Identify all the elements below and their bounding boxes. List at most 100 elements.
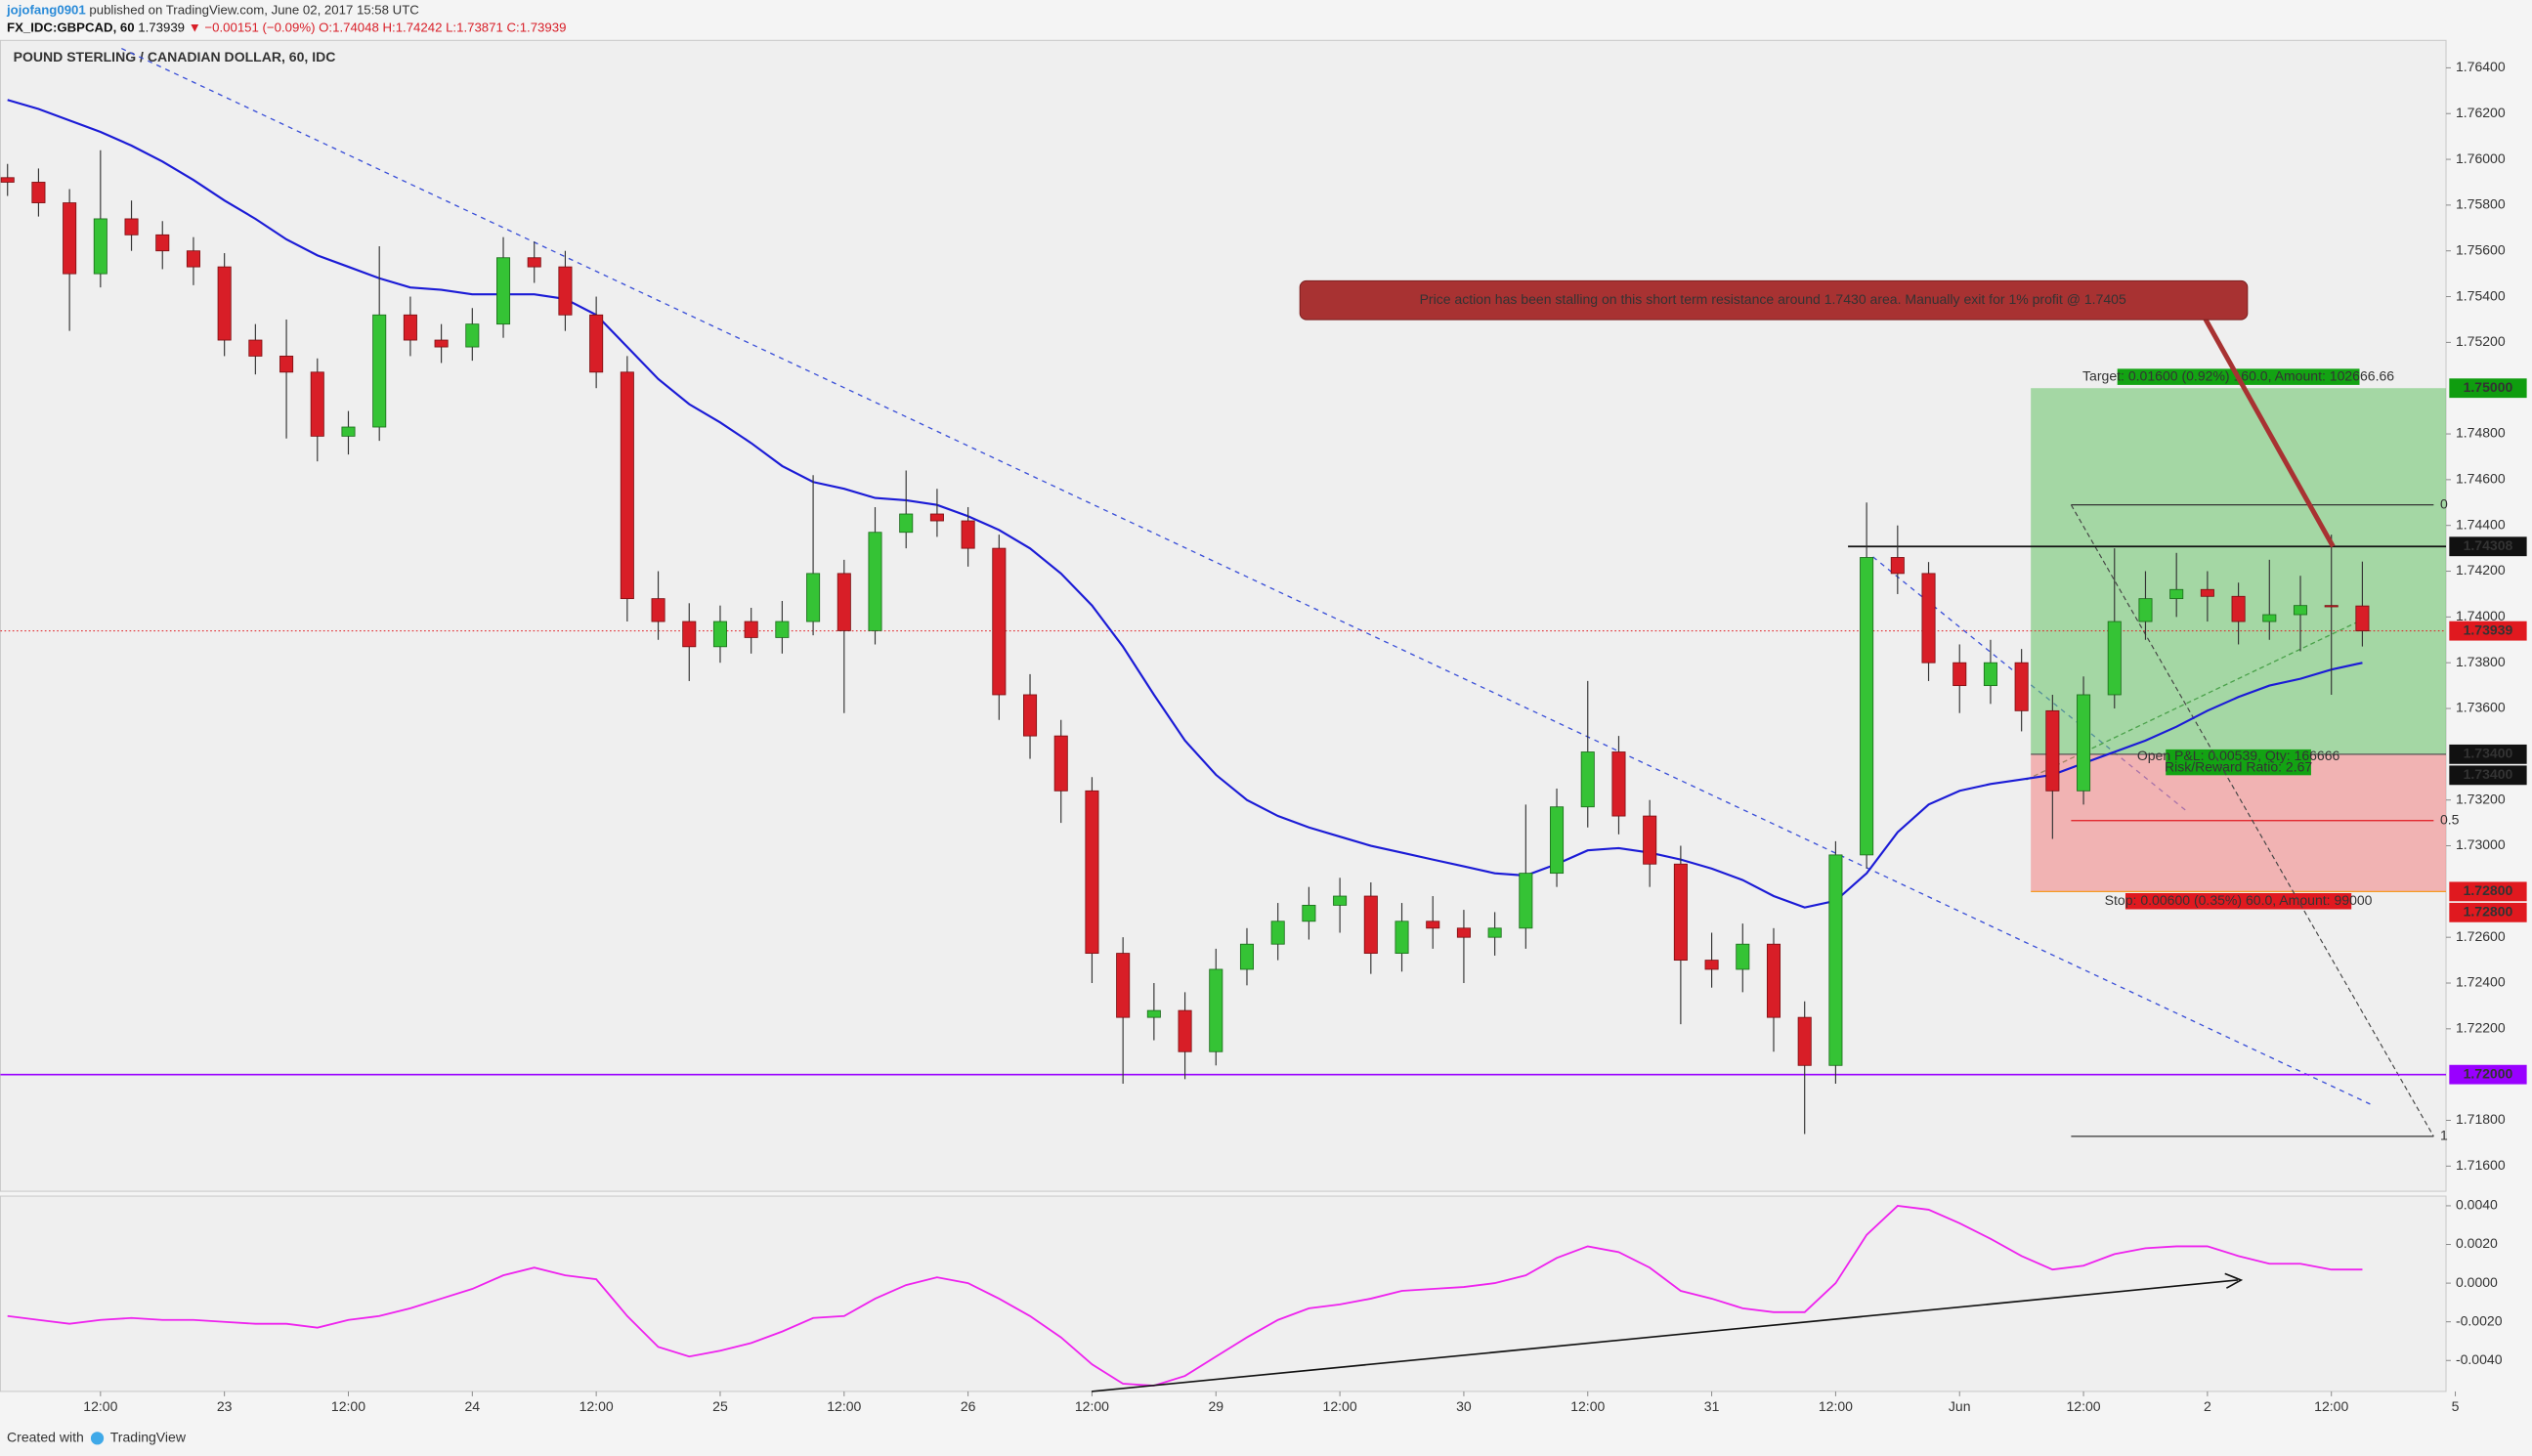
- target-zone: [2031, 388, 2447, 754]
- header-line: jojofang0901 published on TradingView.co…: [6, 3, 419, 18]
- y-tick-label: 1.76000: [2456, 150, 2506, 166]
- fib-diagonal: [2070, 504, 2434, 1137]
- oscillator-line: [7, 1205, 2363, 1387]
- price-label: 1.72000: [2464, 1065, 2513, 1081]
- y-tick-label: 1.76200: [2456, 105, 2506, 120]
- ohlc: O:1.74048 H:1.74242 L:1.73871 C:1.73939: [319, 21, 566, 35]
- candle-body: [1023, 694, 1038, 737]
- candle-body: [248, 339, 263, 357]
- candle-body: [2200, 588, 2214, 597]
- footer-brand[interactable]: TradingView: [110, 1430, 187, 1445]
- price-label-box: [2449, 1064, 2527, 1085]
- last: 1.73939: [138, 21, 185, 35]
- candle-body: [1146, 1009, 1161, 1018]
- price-label: 1.73939: [2464, 621, 2513, 637]
- osc-tick-label: 0.0040: [2456, 1197, 2498, 1213]
- candle-body: [929, 513, 944, 522]
- x-tick-label: 12:00: [827, 1398, 861, 1414]
- candle-body: [682, 621, 697, 648]
- candle-body: [806, 573, 821, 622]
- ema-line: [7, 99, 2363, 909]
- candle-body: [2014, 662, 2029, 711]
- candle-body: [279, 356, 294, 373]
- fib-label: 1: [2440, 1128, 2448, 1143]
- candle-body: [2045, 709, 2060, 792]
- x-tick-label: 31: [1704, 1398, 1720, 1414]
- candle-body: [1178, 1009, 1192, 1052]
- pnl-box: [2166, 749, 2311, 776]
- x-tick-label: 25: [712, 1398, 728, 1414]
- candle-body: [2231, 595, 2246, 622]
- y-tick-label: 1.73000: [2456, 836, 2506, 852]
- candle-body: [1890, 557, 1905, 575]
- x-tick-label: 12:00: [2314, 1398, 2348, 1414]
- fib-label: 0.5: [2440, 811, 2460, 827]
- candle-body: [961, 520, 975, 549]
- candle-body: [620, 371, 634, 600]
- x-tick-label: 2: [2204, 1398, 2211, 1414]
- candle-body: [1426, 921, 1440, 929]
- fib-label: 0: [2440, 495, 2448, 511]
- position-label-box: [2124, 893, 2352, 910]
- candle-body: [992, 547, 1007, 696]
- x-tick-label: 24: [465, 1398, 481, 1414]
- osc-tick-label: -0.0040: [2456, 1351, 2503, 1367]
- price-label: 1.73400: [2464, 746, 2513, 761]
- x-tick-label: 26: [961, 1398, 976, 1414]
- arrow-head: [2224, 1272, 2244, 1289]
- callout-box: [1299, 279, 2249, 321]
- x-tick-label: 12:00: [1819, 1398, 1853, 1414]
- candle-body: [1270, 921, 1285, 945]
- x-tick-label: 29: [1208, 1398, 1223, 1414]
- change: ▼ −0.00151 (−0.09%): [189, 21, 316, 35]
- candle-body: [1921, 573, 1936, 664]
- x-tick-label: 12:00: [1075, 1398, 1109, 1414]
- osc-tick-label: 0.0020: [2456, 1235, 2498, 1251]
- candle-body: [2138, 598, 2153, 622]
- candle-body: [651, 598, 665, 622]
- candle-body: [1580, 751, 1595, 808]
- candle-body: [0, 177, 15, 183]
- x-tick-label: 12:00: [83, 1398, 117, 1414]
- candle-body: [1736, 943, 1750, 970]
- osc-tick-label: 0.0000: [2456, 1274, 2498, 1290]
- candle-body: [1456, 927, 1471, 938]
- y-tick-label: 1.74000: [2456, 608, 2506, 623]
- candle-body: [1766, 943, 1781, 1018]
- candle-body: [712, 621, 727, 648]
- candle-body: [1953, 662, 1967, 687]
- y-tick-label: 1.73800: [2456, 654, 2506, 669]
- chart-title: POUND STERLING / CANADIAN DOLLAR, 60, ID…: [14, 49, 336, 64]
- candle-body: [63, 202, 77, 275]
- candle-body: [837, 573, 851, 631]
- x-tick-label: 12:00: [1570, 1398, 1605, 1414]
- candle-body: [899, 513, 914, 534]
- price-label: 1.73400: [2464, 766, 2513, 782]
- candle-body: [31, 182, 46, 203]
- oscillator-pane: [0, 1195, 2447, 1392]
- candle-body: [1333, 895, 1348, 906]
- y-tick-label: 1.72400: [2456, 974, 2506, 990]
- y-tick-label: 1.76400: [2456, 59, 2506, 74]
- candle-body: [1797, 1016, 1812, 1066]
- x-tick-label: 30: [1456, 1398, 1472, 1414]
- price-label: 1.75000: [2464, 379, 2513, 395]
- candle-body: [124, 218, 139, 236]
- candle-body: [558, 266, 573, 316]
- candle-body: [589, 314, 604, 373]
- candle-body: [2355, 605, 2370, 632]
- footer-text: Created with: [7, 1430, 84, 1445]
- y-tick-label: 1.74200: [2456, 562, 2506, 578]
- candle-body: [2262, 614, 2277, 622]
- candle-body: [403, 314, 417, 341]
- y-tick-label: 1.73600: [2456, 700, 2506, 715]
- y-tick-label: 1.71600: [2456, 1157, 2506, 1173]
- y-tick-label: 1.74400: [2456, 516, 2506, 532]
- author[interactable]: jojofang0901: [6, 3, 86, 18]
- candle-body: [1828, 854, 1843, 1066]
- candle-body: [775, 621, 790, 638]
- candle-body: [2077, 694, 2091, 792]
- symbol: FX_IDC:GBPCAD, 60: [7, 21, 135, 35]
- osc-tick-label: -0.0020: [2456, 1312, 2503, 1328]
